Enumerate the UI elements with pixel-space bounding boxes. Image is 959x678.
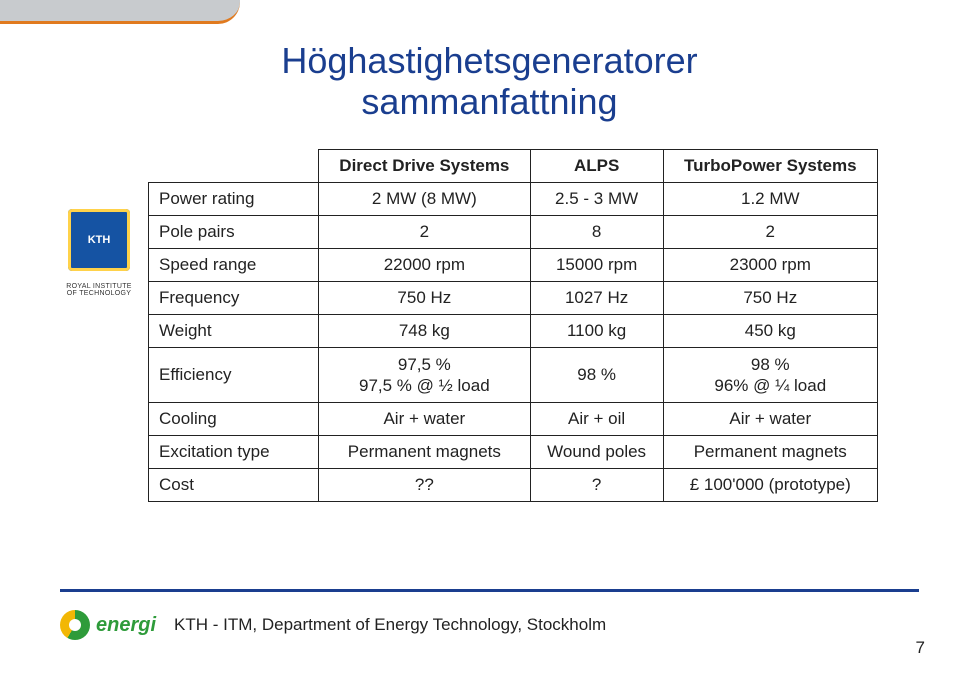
cell: 15000 rpm bbox=[530, 248, 663, 281]
table-row: Speed range 22000 rpm 15000 rpm 23000 rp… bbox=[149, 248, 878, 281]
row-label: Speed range bbox=[149, 248, 319, 281]
row-label: Frequency bbox=[149, 281, 319, 314]
col-header-1: Direct Drive Systems bbox=[319, 149, 531, 182]
energi-swirl-icon bbox=[60, 610, 90, 640]
page-number: 7 bbox=[916, 638, 925, 658]
cell: Permanent magnets bbox=[663, 436, 877, 469]
row-label: Cooling bbox=[149, 403, 319, 436]
content-row: KTH ROYAL INSTITUTE OF TECHNOLOGY Direct… bbox=[60, 149, 919, 503]
eff-c1-l1: 97,5 % bbox=[398, 355, 451, 374]
page-title: Höghastighetsgeneratorer sammanfattning bbox=[60, 40, 919, 123]
cell: 1027 Hz bbox=[530, 281, 663, 314]
cell: ?? bbox=[319, 469, 531, 502]
title-line-2: sammanfattning bbox=[361, 81, 617, 122]
table-row: Pole pairs 2 8 2 bbox=[149, 215, 878, 248]
cell: Wound poles bbox=[530, 436, 663, 469]
cell: Air + water bbox=[663, 403, 877, 436]
footer-department: KTH - ITM, Department of Energy Technolo… bbox=[174, 615, 606, 635]
cell: 22000 rpm bbox=[319, 248, 531, 281]
table-row: Excitation type Permanent magnets Wound … bbox=[149, 436, 878, 469]
cell: 1100 kg bbox=[530, 314, 663, 347]
cell: 750 Hz bbox=[319, 281, 531, 314]
cell: Permanent magnets bbox=[319, 436, 531, 469]
title-line-1: Höghastighetsgeneratorer bbox=[281, 40, 697, 81]
col-header-3: TurboPower Systems bbox=[663, 149, 877, 182]
kth-crest-icon: KTH bbox=[68, 209, 130, 271]
table-row: Frequency 750 Hz 1027 Hz 750 Hz bbox=[149, 281, 878, 314]
kth-crest-text: KTH bbox=[88, 234, 111, 246]
energi-logo: energi bbox=[60, 610, 156, 640]
row-label: Cost bbox=[149, 469, 319, 502]
table-corner-cell bbox=[149, 149, 319, 182]
cell: 2 bbox=[319, 215, 531, 248]
footer: energi KTH - ITM, Department of Energy T… bbox=[60, 610, 919, 640]
col-header-2: ALPS bbox=[530, 149, 663, 182]
cell: 1.2 MW bbox=[663, 182, 877, 215]
cell: £ 100'000 (prototype) bbox=[663, 469, 877, 502]
table-row: Power rating 2 MW (8 MW) 2.5 - 3 MW 1.2 … bbox=[149, 182, 878, 215]
royal-institute-label: ROYAL INSTITUTE OF TECHNOLOGY bbox=[66, 283, 132, 298]
cell: 2 bbox=[663, 215, 877, 248]
top-band-decoration bbox=[0, 0, 240, 24]
cell: 98 % 96% @ ¼ load bbox=[663, 347, 877, 403]
cell: 23000 rpm bbox=[663, 248, 877, 281]
cell: 8 bbox=[530, 215, 663, 248]
cell: 2.5 - 3 MW bbox=[530, 182, 663, 215]
cell: Air + water bbox=[319, 403, 531, 436]
energi-text: energi bbox=[96, 614, 156, 637]
cell: ? bbox=[530, 469, 663, 502]
cell: Air + oil bbox=[530, 403, 663, 436]
row-label: Efficiency bbox=[149, 347, 319, 403]
slide-content: Höghastighetsgeneratorer sammanfattning … bbox=[60, 40, 919, 638]
cell: 97,5 % 97,5 % @ ½ load bbox=[319, 347, 531, 403]
table-row: Cooling Air + water Air + oil Air + wate… bbox=[149, 403, 878, 436]
comparison-table: Direct Drive Systems ALPS TurboPower Sys… bbox=[148, 149, 878, 503]
table-row: Weight 748 kg 1100 kg 450 kg bbox=[149, 314, 878, 347]
row-label: Excitation type bbox=[149, 436, 319, 469]
cell: 450 kg bbox=[663, 314, 877, 347]
footer-rule bbox=[60, 589, 919, 592]
row-label: Pole pairs bbox=[149, 215, 319, 248]
row-label: Weight bbox=[149, 314, 319, 347]
table-row: Cost ?? ? £ 100'000 (prototype) bbox=[149, 469, 878, 502]
cell: 750 Hz bbox=[663, 281, 877, 314]
cell: 2 MW (8 MW) bbox=[319, 182, 531, 215]
eff-c3-l2: 96% @ ¼ load bbox=[714, 376, 826, 395]
eff-c3-l1: 98 % bbox=[751, 355, 790, 374]
royal-line-1: ROYAL INSTITUTE bbox=[66, 283, 132, 290]
cell: 748 kg bbox=[319, 314, 531, 347]
row-label: Power rating bbox=[149, 182, 319, 215]
table-header-row: Direct Drive Systems ALPS TurboPower Sys… bbox=[149, 149, 878, 182]
eff-c1-l2: 97,5 % @ ½ load bbox=[359, 376, 490, 395]
institution-logos: KTH ROYAL INSTITUTE OF TECHNOLOGY bbox=[60, 209, 138, 298]
cell: 98 % bbox=[530, 347, 663, 403]
table-row: Efficiency 97,5 % 97,5 % @ ½ load 98 % 9… bbox=[149, 347, 878, 403]
royal-line-2: OF TECHNOLOGY bbox=[67, 290, 131, 297]
